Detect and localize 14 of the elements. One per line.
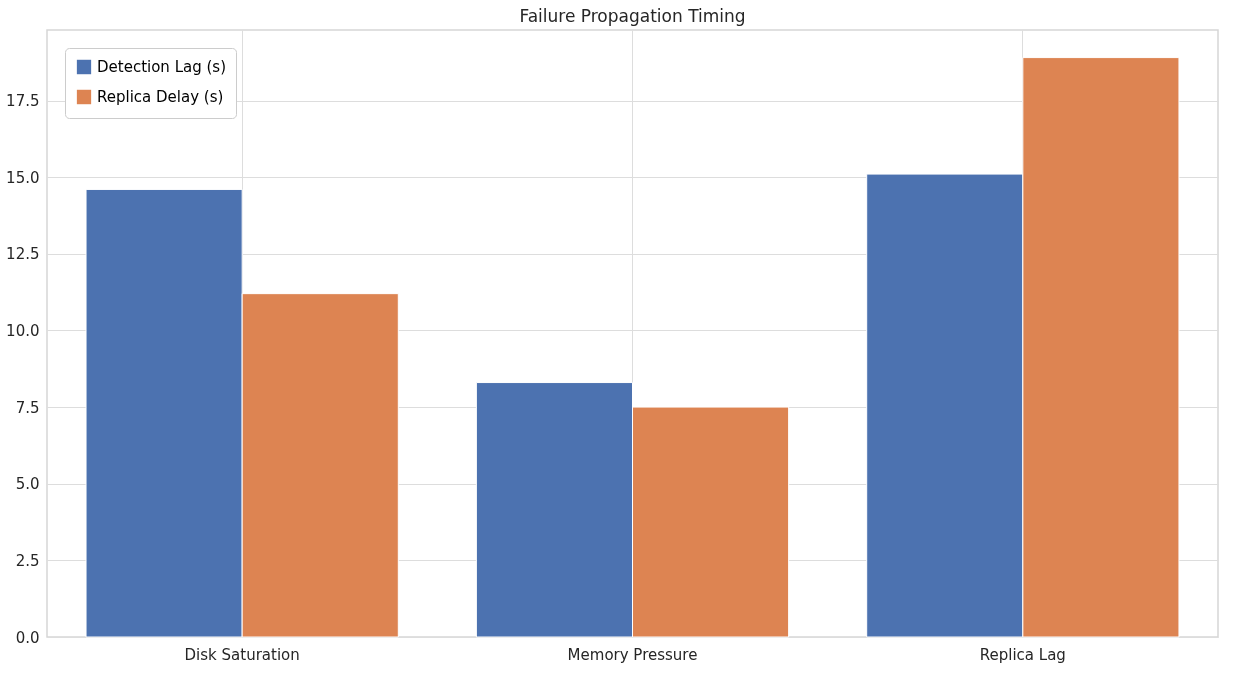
y-tick-label: 7.5 [15,398,40,417]
legend-label: Detection Lag (s) [97,58,226,76]
x-tick-label: Disk Saturation [184,645,300,664]
y-tick-label: 10.0 [6,321,40,340]
y-tick-label: 15.0 [6,168,40,187]
y-tick-label: 17.5 [6,92,40,111]
x-tick-label: Memory Pressure [567,645,698,664]
chart-title: Failure Propagation Timing [519,6,746,26]
y-tick-label: 5.0 [15,475,40,494]
y-tick-label: 0.0 [15,628,40,647]
y-tick-label: 12.5 [6,245,40,264]
y-tick-label: 2.5 [15,551,40,570]
x-tick-label: Replica Lag [979,645,1066,664]
legend-label: Replica Delay (s) [97,88,224,106]
